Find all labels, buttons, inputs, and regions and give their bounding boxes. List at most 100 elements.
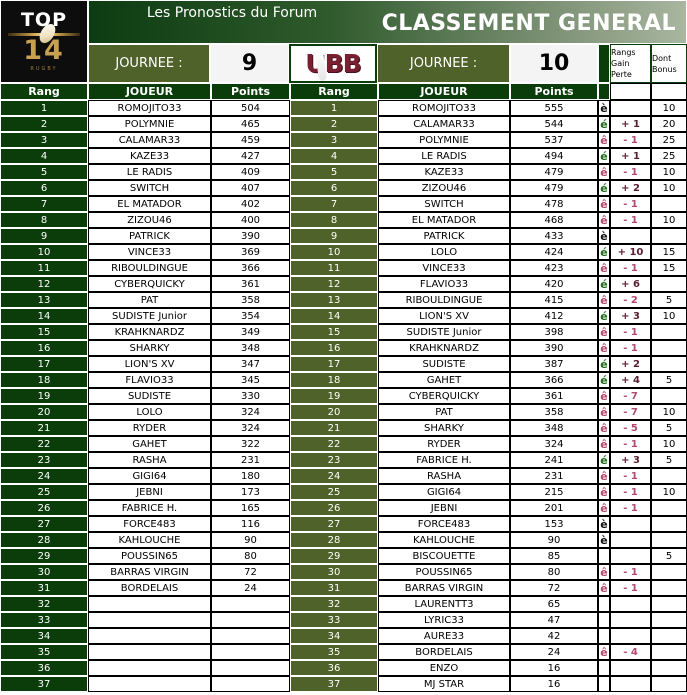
arrow-down-icon: ê [598,564,610,580]
player-left [88,612,211,628]
rank-right: 32 [290,596,378,612]
arrow-up-icon: é [598,276,610,292]
points-right: 324 [510,436,598,452]
movement-arrow [598,612,610,628]
points-left: 345 [211,372,290,388]
bonus-points: 5 [651,292,687,308]
rank-left: 14 [0,308,88,324]
arrow-down-icon: ê [598,420,610,436]
rank-left: 15 [0,324,88,340]
rank-right: 34 [290,628,378,644]
rank-gain: + 3 [610,308,651,324]
points-right: 366 [510,372,598,388]
rank-left: 34 [0,628,88,644]
rank-right: 26 [290,500,378,516]
rank-left: 19 [0,388,88,404]
player-right: MJ STAR [378,676,510,692]
rank-gain: - 4 [610,644,651,660]
arrow-flat-icon: è [598,100,610,116]
rank-left: 17 [0,356,88,372]
rank-right: 14 [290,308,378,324]
points-right: 494 [510,148,598,164]
player-right: RYDER [378,436,510,452]
points-left: 349 [211,324,290,340]
player-left: KRAHKNARDZ [88,324,211,340]
bonus-points [651,596,687,612]
rangs-gain-perte-header: Rangs Gain Perte [610,44,651,83]
player-left: SUDISTE [88,388,211,404]
points-right: 415 [510,292,598,308]
table-row: 9 PATRICK 390 9 PATRICK 433 è [0,228,687,244]
player-right: PAT [378,404,510,420]
points-right: 412 [510,308,598,324]
player-left: PATRICK [88,228,211,244]
bonus-points: 10 [651,164,687,180]
arrow-down-icon: ê [598,132,610,148]
points-left [211,628,290,644]
rank-right: 10 [290,244,378,260]
rank-left: 31 [0,580,88,596]
rank-left: 24 [0,468,88,484]
points-right: 468 [510,212,598,228]
bonus-points: 5 [651,420,687,436]
rank-gain: - 7 [610,404,651,420]
bonus-points: 10 [651,404,687,420]
arrow-down-icon: ê [598,260,610,276]
movement-arrow [598,660,610,676]
bonus-points [651,276,687,292]
bonus-points: 10 [651,436,687,452]
rank-right: 3 [290,132,378,148]
table-row: 3 CALAMAR33 459 3 POLYMNIE 537 ê - 1 25 [0,132,687,148]
player-right: SHARKY [378,420,510,436]
player-right: SUDISTE [378,356,510,372]
rank-left: 30 [0,564,88,580]
movement-arrow [598,628,610,644]
table-row: 15 KRAHKNARDZ 349 15 SUDISTE Junior 398 ê - 1 [0,324,687,340]
col-header-spacer [598,83,610,100]
bonus-points [651,532,687,548]
points-left: 180 [211,468,290,484]
ubb-club-logo: UBB [289,44,377,83]
rank-gain [610,596,651,612]
arrow-up-icon: é [598,356,610,372]
arrow-up-icon: é [598,116,610,132]
points-left: 366 [211,260,290,276]
points-right: 85 [510,548,598,564]
player-right: ROMOJITO33 [378,100,510,116]
points-right: 348 [510,420,598,436]
rank-right: 35 [290,644,378,660]
rank-left: 22 [0,436,88,452]
player-left: RASHA [88,452,211,468]
player-left [88,596,211,612]
points-left: 358 [211,292,290,308]
rank-left: 27 [0,516,88,532]
points-left: 427 [211,148,290,164]
rank-gain: + 2 [610,180,651,196]
player-left: SHARKY [88,340,211,356]
rank-left: 7 [0,196,88,212]
player-right: LE RADIS [378,148,510,164]
rank-gain [610,532,651,548]
rangs-gain-perte-label: Rangs Gain Perte [611,48,636,79]
movement-arrow [598,596,610,612]
rank-left: 2 [0,116,88,132]
table-row: 29 POUSSIN65 80 29 BISCOUETTE 85 5 [0,548,687,564]
rank-left: 18 [0,372,88,388]
table-row: 28 KAHLOUCHE 90 28 KAHLOUCHE 90 è [0,532,687,548]
arrow-flat-icon: è [598,532,610,548]
player-left: BORDELAIS [88,580,211,596]
arrow-down-icon: ê [598,644,610,660]
points-left: 116 [211,516,290,532]
bonus-points: 25 [651,148,687,164]
rank-left: 4 [0,148,88,164]
col-header-joueur-left: JOUEUR [88,83,211,100]
points-left: 402 [211,196,290,212]
table-row: 20 LOLO 324 20 PAT 358 ê - 7 10 [0,404,687,420]
points-left: 173 [211,484,290,500]
journee-value-right: 10 [510,44,598,83]
bonus-points: 5 [651,452,687,468]
journee-label-left: JOURNEE : [88,44,210,83]
bonus-points: 10 [651,308,687,324]
